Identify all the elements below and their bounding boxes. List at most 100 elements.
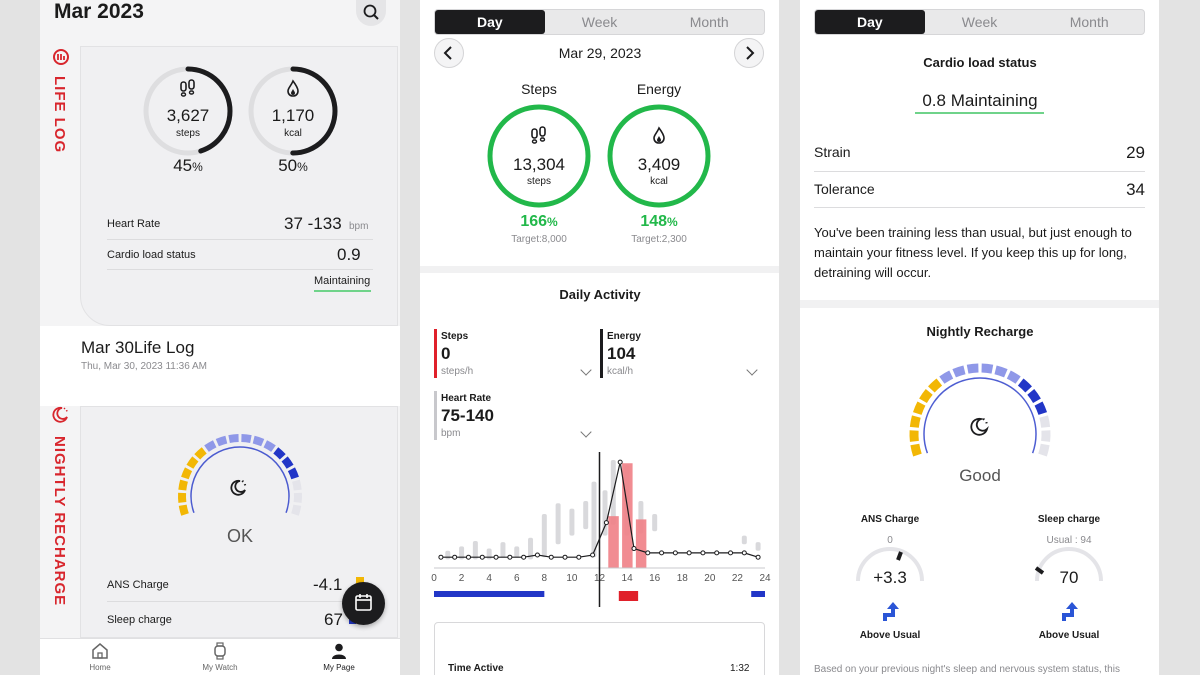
person-icon xyxy=(332,643,346,659)
energy-total-unit: kcal xyxy=(650,176,668,187)
nightly-recharge-card xyxy=(800,308,1159,675)
sleep-status: Above Usual xyxy=(1038,630,1100,641)
life-log-card[interactable] xyxy=(80,46,398,326)
nav-my-watch[interactable]: My Watch xyxy=(180,642,260,675)
gauge-segment xyxy=(1027,388,1041,404)
gauge-segment xyxy=(186,456,199,469)
gauge-segment xyxy=(252,435,265,447)
recharge-footer-text: Based on your previous night's sleep and… xyxy=(814,664,1120,675)
divider xyxy=(107,269,373,270)
cardio-recharge-screen: Day Week Month Cardio load status 0.8 Ma… xyxy=(800,0,1159,675)
tab-day[interactable]: Day xyxy=(435,10,545,34)
next-date-button[interactable] xyxy=(734,38,764,68)
calendar-fab-button[interactable] xyxy=(342,582,385,625)
moon-icon xyxy=(228,478,248,498)
tab-week[interactable]: Week xyxy=(581,14,618,30)
tolerance-value: 34 xyxy=(1126,180,1145,199)
energy-value: 1,170 xyxy=(271,106,315,125)
entry-subtitle: Thu, Mar 30, 2023 11:36 AM xyxy=(81,361,208,372)
heart-rate-unit: bpm xyxy=(349,221,369,232)
energy-heading: Energy xyxy=(636,81,682,97)
gauge-segment xyxy=(178,504,189,516)
gauge-segment xyxy=(204,440,217,452)
recharge-status: Good xyxy=(959,466,1001,485)
steps-metric-selector[interactable]: Steps 0 steps/h xyxy=(434,329,594,379)
chevron-right-icon xyxy=(746,46,755,60)
sleep-value: 67 xyxy=(324,610,343,629)
sleep-label: Sleep charge xyxy=(1037,514,1101,525)
tab-day[interactable]: Day xyxy=(815,10,925,34)
steps-goal-ring xyxy=(487,104,591,208)
heart-rate-range-bar xyxy=(591,481,597,558)
sleep-mini-gauge xyxy=(1034,547,1103,582)
energy-point xyxy=(507,554,513,560)
ans-label: ANS Charge xyxy=(860,514,920,525)
energy-point xyxy=(659,550,665,556)
metric-label: Steps xyxy=(441,331,469,342)
energy-total: 3,409 xyxy=(637,155,681,174)
ans-status: Above Usual xyxy=(859,630,921,641)
daily-activity-chart[interactable]: 0 2 4 6 8 10 12 14 16 18 20 22 24 xyxy=(420,450,779,610)
steps-percent: 45% xyxy=(173,156,203,175)
ans-usual: 0 xyxy=(887,535,893,546)
heart-rate-metric-selector[interactable]: Heart Rate 75-140 bpm xyxy=(434,391,594,441)
gauge-segment xyxy=(1038,443,1050,457)
steps-bar xyxy=(635,519,647,568)
search-button[interactable] xyxy=(356,0,386,26)
energy-point xyxy=(686,550,692,556)
activity-screen: Day Week Month Mar 29, 2023 Steps 13,304… xyxy=(420,0,779,675)
tab-week[interactable]: Week xyxy=(961,14,998,30)
steps-total: 13,304 xyxy=(513,155,565,174)
gauge-segment xyxy=(215,435,228,447)
status-underline xyxy=(915,112,1044,114)
nightly-recharge-label: NIGHTLY RECHARGE xyxy=(51,436,68,607)
entry-title[interactable]: Mar 30Life Log xyxy=(81,338,195,357)
x-tick-label: 6 xyxy=(514,573,520,584)
divider xyxy=(814,171,1145,172)
metric-unit: kcal/h xyxy=(607,366,634,377)
period-tabs: Day Week Month xyxy=(814,9,1145,35)
prev-date-button[interactable] xyxy=(434,38,464,68)
gauge-segment xyxy=(910,443,922,457)
energy-point xyxy=(479,554,485,560)
tab-month[interactable]: Month xyxy=(689,14,729,30)
steps-total-unit: steps xyxy=(527,176,551,187)
energy-point xyxy=(617,459,623,465)
gauge-inner-arc xyxy=(923,377,1037,454)
nav-my-page[interactable]: My Page xyxy=(299,642,379,675)
energy-point xyxy=(534,552,540,558)
metric-color-bar xyxy=(434,329,437,378)
metric-value: 0 xyxy=(441,344,451,363)
gauge-segment xyxy=(292,479,302,491)
divider xyxy=(107,601,373,602)
recharge-title: Nightly Recharge xyxy=(926,324,1034,339)
energy-point xyxy=(548,554,554,560)
activity-band xyxy=(751,591,765,597)
footsteps-icon xyxy=(177,79,199,99)
divider xyxy=(107,239,373,240)
cardio-card xyxy=(800,0,1159,300)
x-tick-label: 4 xyxy=(486,573,492,584)
nav-home-label: Home xyxy=(89,663,111,672)
footsteps-icon xyxy=(528,126,550,146)
heart-rate-range-bar xyxy=(500,542,506,558)
nav-home[interactable]: Home xyxy=(60,642,140,675)
activity-band xyxy=(618,591,639,601)
sleep-value: 70 xyxy=(1059,568,1079,587)
energy-point xyxy=(728,550,734,556)
search-icon xyxy=(363,4,379,20)
energy-point xyxy=(438,554,444,560)
life-log-icon xyxy=(52,48,70,66)
current-date: Mar 29, 2023 xyxy=(558,45,642,61)
x-tick-label: 24 xyxy=(759,573,771,584)
moon-icon xyxy=(51,406,69,424)
arrow-up-icon xyxy=(1058,601,1080,623)
gauge-segment xyxy=(981,363,994,374)
recharge-status: OK xyxy=(226,526,253,546)
heart-rate-range-bar xyxy=(528,537,534,560)
tab-month[interactable]: Month xyxy=(1069,14,1109,30)
steps-heading: Steps xyxy=(521,81,557,97)
energy-metric-selector[interactable]: Energy 104 kcal/h xyxy=(600,329,760,379)
heart-rate-label: Heart Rate xyxy=(107,218,161,230)
chevron-down-icon xyxy=(580,364,592,376)
